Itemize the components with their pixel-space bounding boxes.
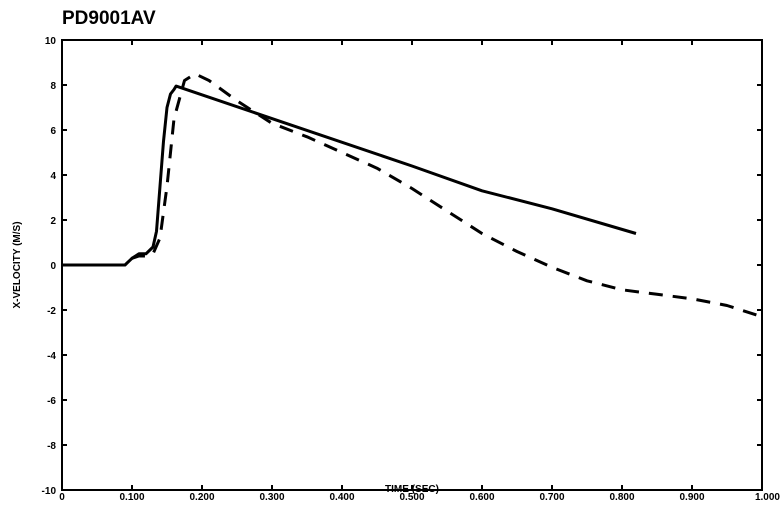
series-solid-line: [62, 84, 637, 267]
x-tick-label: 1.000: [755, 492, 780, 503]
x-tick-label: 0.900: [679, 492, 704, 503]
chart-title: PD9001AV: [62, 8, 156, 29]
x-axis-label: TIME (SEC): [385, 484, 439, 495]
x-tick-label: 0: [59, 492, 65, 503]
x-tick-label: 0.200: [189, 492, 214, 503]
y-tick-label: -10: [42, 486, 57, 497]
x-tick-label: 0.600: [469, 492, 494, 503]
y-tick-label: -2: [47, 306, 56, 317]
y-tick-label: 6: [50, 126, 56, 137]
x-tick-label: 0.700: [539, 492, 564, 503]
y-tick-label: -8: [47, 441, 56, 452]
y-tick-label: 8: [50, 81, 56, 92]
y-tick-label: -6: [47, 396, 56, 407]
y-axis: 10 8 6 4 2 0 -2 -4 -6 -8 -10: [42, 36, 762, 497]
x-tick-label: 0.300: [259, 492, 284, 503]
y-tick-label: 10: [45, 36, 57, 47]
plot-area: [61, 39, 763, 491]
x-tick-label: 0.100: [119, 492, 144, 503]
x-tick-label: 0.500: [399, 492, 424, 503]
y-tick-label: -4: [47, 351, 56, 362]
series-dashed-line: [62, 72, 763, 319]
x-tick-label: 0.800: [609, 492, 634, 503]
y-tick-label: 4: [50, 171, 56, 182]
y-axis-label: X-VELOCITY (M/S): [12, 221, 23, 308]
y-tick-label: 2: [50, 216, 56, 227]
x-tick-label: 0.400: [329, 492, 354, 503]
x-axis: 0 0.100 0.200 0.300 0.400 0.500 0.600 0.700 0.80…: [59, 40, 780, 503]
y-tick-label: 0: [50, 261, 56, 272]
